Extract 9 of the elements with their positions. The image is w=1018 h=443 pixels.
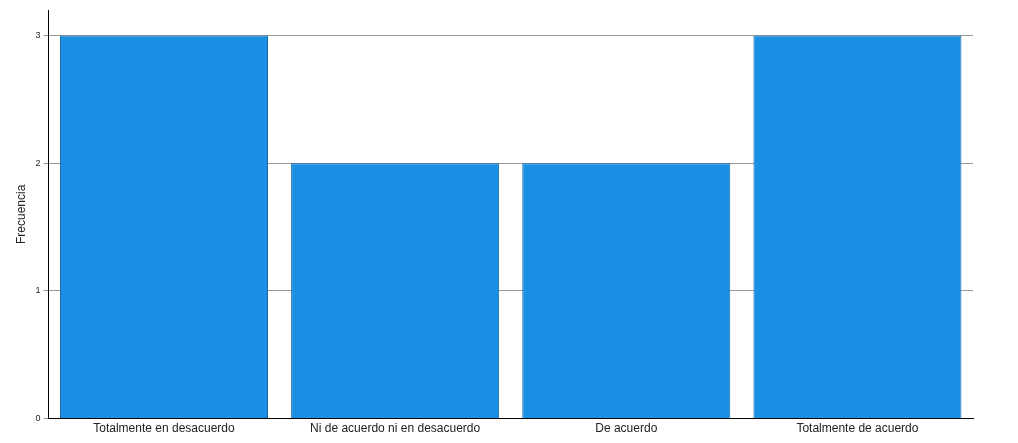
y-tick-label: 1 [35, 285, 41, 296]
y-axis-title: Frecuencia [13, 184, 28, 244]
y-tick-label: 2 [35, 157, 41, 168]
x-tick-label: Totalmente en desacuerdo [93, 421, 236, 436]
x-tick-label: Ni de acuerdo ni en desacuerdo [310, 421, 481, 436]
x-tick-label: De acuerdo [595, 421, 658, 436]
y-tick-label: 3 [35, 30, 41, 41]
x-tick-label: Totalmente de acuerdo [796, 421, 919, 436]
y-tick-label: 0 [35, 413, 41, 424]
